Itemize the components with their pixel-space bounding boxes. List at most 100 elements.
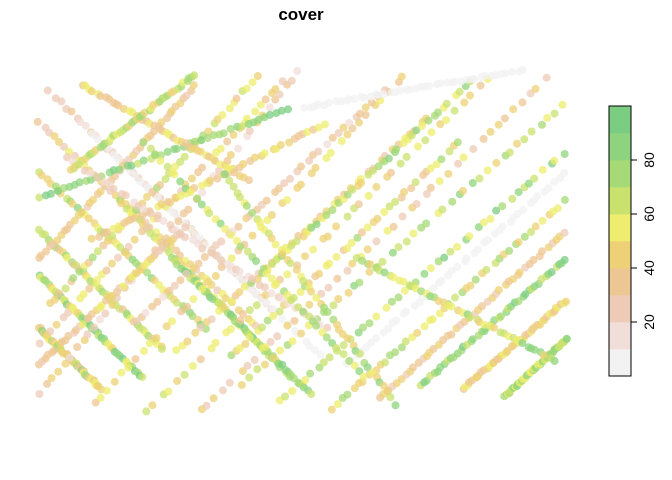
data-point [323,140,332,149]
data-point [343,334,352,343]
data-point [407,131,416,140]
data-point [519,205,528,214]
data-point [143,223,152,232]
data-point [413,328,422,337]
data-point [194,259,203,268]
data-point [453,242,462,251]
data-point [54,367,63,376]
data-point [152,334,161,342]
data-point [174,217,183,226]
data-point [411,178,420,187]
data-point [234,222,243,231]
data-point [237,381,246,389]
legend-color-swatch [609,268,631,296]
data-point [283,196,291,205]
data-point [124,242,133,251]
data-point [188,362,197,370]
data-point [538,165,547,174]
data-point [157,118,166,127]
data-point [301,252,309,261]
data-point [343,390,352,399]
data-point [209,394,218,403]
data-point [453,138,462,147]
data-point [124,363,133,372]
data-point [482,265,491,274]
data-point [256,100,265,109]
data-point [367,338,375,347]
data-point [216,219,225,228]
data-point [43,379,52,388]
data-point [312,321,321,330]
data-point [524,179,533,188]
data-point [180,370,189,379]
data-point [424,116,433,125]
data-point [269,311,277,320]
data-point [422,219,431,228]
data-point [168,317,176,326]
data-point [322,333,331,342]
data-point [389,273,398,282]
data-point [468,179,477,187]
data-point [177,307,186,316]
data-point [402,237,411,246]
data-point [319,358,328,367]
data-point [141,308,150,317]
data-point [398,212,407,221]
data-point [245,373,254,382]
data-point [385,202,394,211]
data-point [460,98,469,107]
data-point [164,197,173,206]
data-point [426,164,435,173]
data-point [466,281,475,290]
data-point [227,254,236,263]
data-point [359,372,368,381]
data-point [245,176,253,185]
data-point [245,306,254,315]
data-point [364,191,373,200]
data-point [382,303,391,312]
data-point [328,206,337,215]
data-point [176,157,185,166]
data-point [550,156,559,165]
data-point [67,107,76,116]
data-point [278,77,287,86]
data-point [248,208,257,217]
data-point [119,282,128,291]
data-point [227,231,235,239]
data-point [156,156,165,165]
data-point [437,155,446,164]
data-point [454,159,463,168]
data-point [324,283,333,292]
data-point [211,272,220,280]
data-point [372,334,381,343]
data-point [109,184,118,193]
data-point [434,108,442,117]
data-point [162,322,171,331]
data-point [426,183,435,192]
data-point [400,286,409,295]
data-point [560,169,569,177]
data-point [494,120,503,129]
data-point [275,307,284,316]
data-point [560,150,569,158]
data-point [476,81,485,90]
data-point [189,295,198,304]
data-point [343,212,352,221]
data-point [345,357,354,365]
data-point [513,139,521,148]
data-point [127,161,136,170]
data-point [500,114,509,123]
data-point [359,323,367,332]
data-point [93,173,102,182]
data-point [429,284,438,292]
data-point [418,121,426,130]
data-point [245,333,254,342]
data-point [73,343,82,351]
data-point [242,201,251,210]
data-point [243,247,252,256]
data-point [392,145,401,154]
data-point [46,327,55,336]
data-point [204,277,213,286]
data-point [368,368,376,377]
data-point [421,136,430,145]
